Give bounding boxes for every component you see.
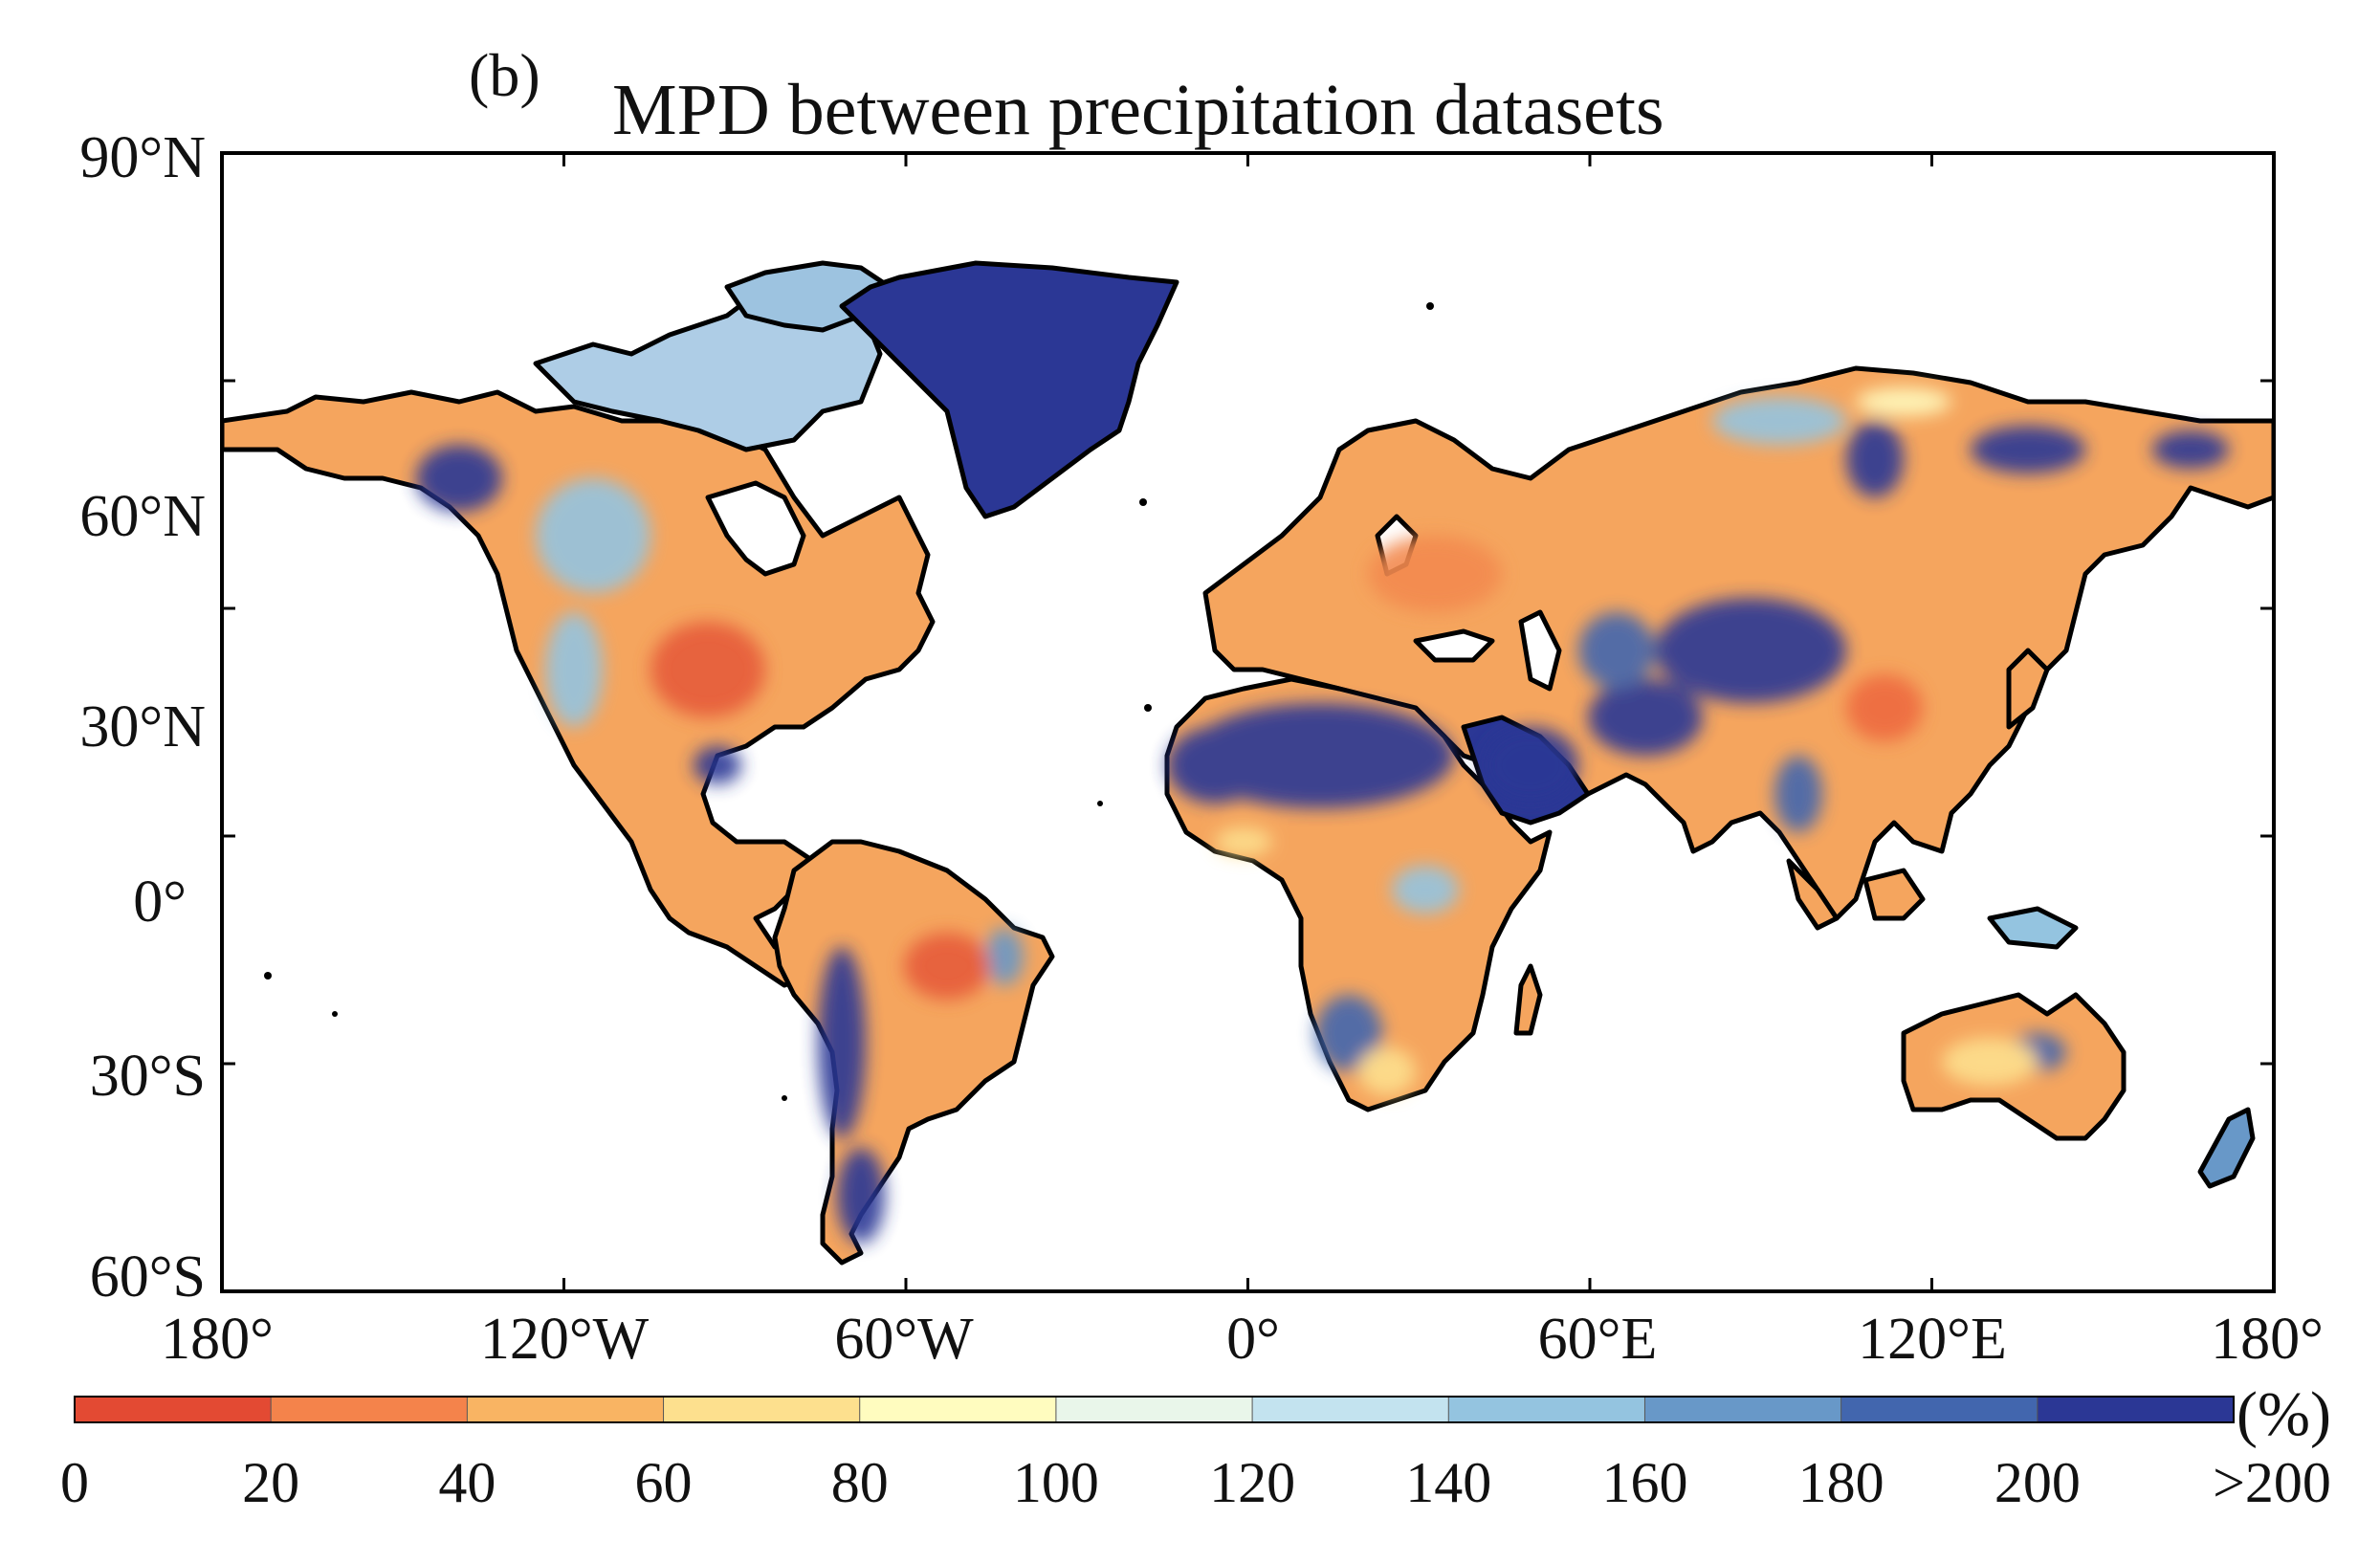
panel-label: (b)	[469, 41, 540, 109]
sumatra	[1786, 858, 1840, 931]
mpd-patches	[416, 387, 2229, 1244]
colorbar-label: 160	[1601, 1451, 1687, 1514]
colorbar-labels: 0 20 40 60 80 100 120 140 160 180 200 >200	[60, 1451, 2331, 1514]
colorbar-cell	[663, 1396, 861, 1423]
colorbar-label: 40	[438, 1451, 496, 1514]
latitude-labels: 90°N 60°N 30°N 0° 30°S 60°S	[79, 125, 206, 1310]
longitude-labels: 180° 120°W 60°W 0° 60°E 120°E 180°	[161, 1307, 2324, 1372]
lat-tick-label: 30°N	[79, 694, 206, 759]
colorbar-label: 0	[60, 1451, 89, 1514]
colorbar-frame	[74, 1396, 2235, 1423]
colorbar-label: 140	[1405, 1451, 1491, 1514]
colorbar-cell	[2037, 1396, 2235, 1423]
colorbar-label: 20	[242, 1451, 299, 1514]
black-sea	[1413, 628, 1495, 663]
lon-tick-label: 0°	[1226, 1307, 1280, 1372]
colorbar-label: 120	[1209, 1451, 1295, 1514]
colorbar: (%) 0 20 40 60 80 100 120 140 160 180 200 >200	[60, 1379, 2331, 1514]
lon-tick-label: 60°E	[1538, 1307, 1658, 1372]
colorbar-cells	[74, 1396, 2235, 1423]
colorbar-unit: (%)	[2237, 1379, 2331, 1449]
lat-tick-label: 60°S	[90, 1244, 206, 1310]
map-title: MPD between precipitation datasets	[612, 70, 1664, 150]
colorbar-cell	[1251, 1396, 1450, 1423]
lat-tick-label: 60°N	[79, 484, 206, 549]
world-map	[222, 153, 2274, 1291]
lon-tick-label: 120°E	[1858, 1307, 2007, 1372]
colorbar-label: 80	[831, 1451, 889, 1514]
lat-tick-label: 30°S	[90, 1044, 206, 1109]
colorbar-cell	[1055, 1396, 1254, 1423]
colorbar-label: 200	[1994, 1451, 2081, 1514]
colorbar-cell	[1643, 1396, 1842, 1423]
colorbar-label: >200	[2213, 1451, 2331, 1514]
axis-ticks	[222, 153, 2274, 1291]
greenland	[839, 260, 1179, 519]
small-islands	[264, 302, 1434, 1101]
madagascar	[1513, 963, 1543, 1036]
lon-tick-label: 180°	[161, 1307, 274, 1372]
japan	[2006, 648, 2050, 730]
colorbar-label: 60	[635, 1451, 693, 1514]
hudson-bay	[705, 480, 806, 577]
colorbar-label: 100	[1013, 1451, 1099, 1514]
new-zealand	[2197, 1107, 2256, 1189]
lon-tick-label: 180°	[2211, 1307, 2324, 1372]
caspian-sea	[1518, 609, 1562, 692]
colorbar-cell	[1447, 1396, 1646, 1423]
colorbar-label: 180	[1798, 1451, 1884, 1514]
lat-tick-label: 90°N	[79, 125, 206, 190]
lon-tick-label: 120°W	[480, 1307, 650, 1372]
colorbar-cell	[859, 1396, 1057, 1423]
new-guinea	[1987, 906, 2079, 950]
lon-tick-label: 60°W	[834, 1307, 974, 1372]
colorbar-cell	[270, 1396, 469, 1423]
colorbar-cell	[1840, 1396, 2038, 1423]
colorbar-cell	[466, 1396, 665, 1423]
colorbar-cell	[74, 1396, 273, 1423]
lat-tick-label: 0°	[133, 870, 187, 935]
borneo	[1862, 868, 1926, 921]
